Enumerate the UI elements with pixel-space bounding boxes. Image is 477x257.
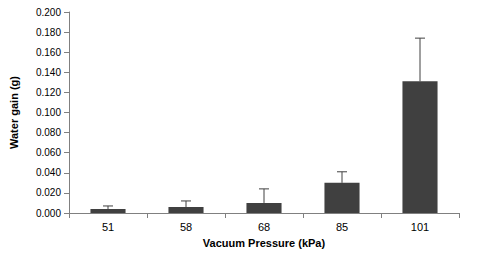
- svg-text:58: 58: [180, 221, 192, 233]
- svg-text:0.120: 0.120: [36, 87, 61, 98]
- svg-text:0.020: 0.020: [36, 187, 61, 198]
- svg-text:0.040: 0.040: [36, 167, 61, 178]
- svg-text:101: 101: [411, 221, 429, 233]
- svg-text:0.000: 0.000: [36, 208, 61, 219]
- svg-text:Water gain (g): Water gain (g): [8, 76, 20, 149]
- svg-text:0.140: 0.140: [36, 67, 61, 78]
- svg-text:0.180: 0.180: [36, 27, 61, 38]
- svg-text:85: 85: [336, 221, 348, 233]
- svg-text:0.080: 0.080: [36, 127, 61, 138]
- svg-text:0.160: 0.160: [36, 47, 61, 58]
- svg-text:51: 51: [102, 221, 114, 233]
- svg-text:0.100: 0.100: [36, 107, 61, 118]
- svg-text:Vacuum Pressure (kPa): Vacuum Pressure (kPa): [203, 237, 326, 249]
- svg-text:0.060: 0.060: [36, 147, 61, 158]
- svg-text:68: 68: [258, 221, 270, 233]
- svg-text:0.200: 0.200: [36, 7, 61, 18]
